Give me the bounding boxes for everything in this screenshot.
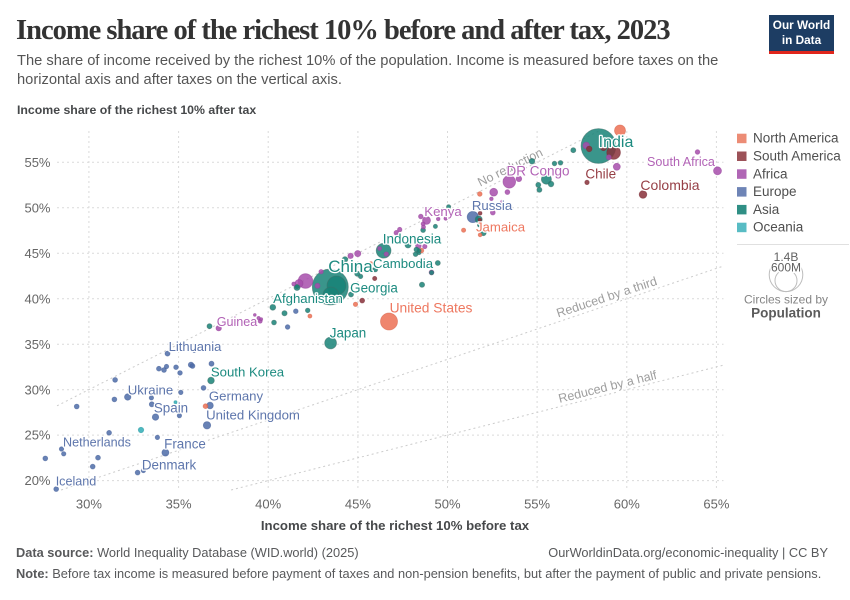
svg-text:DR Congo: DR Congo — [506, 164, 569, 179]
svg-text:Afghanistan: Afghanistan — [273, 291, 343, 306]
svg-text:Colombia: Colombia — [640, 177, 699, 193]
svg-text:Germany: Germany — [209, 389, 264, 404]
svg-text:France: France — [164, 437, 206, 452]
svg-text:50%: 50% — [24, 200, 50, 215]
svg-text:40%: 40% — [24, 291, 50, 306]
svg-text:United States: United States — [390, 300, 473, 315]
svg-text:Ukraine: Ukraine — [128, 383, 173, 398]
svg-text:65%: 65% — [703, 497, 729, 512]
svg-text:Kenya: Kenya — [424, 204, 462, 219]
svg-text:Spain: Spain — [154, 401, 188, 416]
svg-text:Europe: Europe — [753, 184, 797, 199]
svg-text:Chile: Chile — [585, 167, 616, 182]
svg-text:South Africa: South Africa — [647, 155, 715, 169]
svg-text:Georgia: Georgia — [350, 281, 398, 296]
svg-text:45%: 45% — [345, 497, 371, 512]
svg-text:Reduced by a half: Reduced by a half — [557, 368, 659, 406]
svg-text:Reduced by a third: Reduced by a third — [555, 274, 659, 320]
svg-text:25%: 25% — [24, 428, 50, 443]
svg-text:30%: 30% — [76, 497, 102, 512]
svg-text:North America: North America — [753, 131, 839, 146]
svg-text:Cambodia: Cambodia — [373, 256, 434, 271]
svg-text:Jamaica: Jamaica — [476, 220, 526, 235]
svg-text:55%: 55% — [24, 155, 50, 170]
svg-text:Russia: Russia — [472, 198, 513, 213]
svg-text:Iceland: Iceland — [56, 474, 97, 488]
svg-text:South Korea: South Korea — [211, 365, 285, 380]
svg-text:55%: 55% — [524, 497, 550, 512]
svg-text:Oceania: Oceania — [753, 220, 804, 235]
svg-text:Japan: Japan — [330, 326, 366, 341]
svg-text:40%: 40% — [255, 497, 281, 512]
svg-text:Lithuania: Lithuania — [169, 339, 223, 354]
svg-text:Guinea: Guinea — [217, 315, 258, 329]
svg-text:United Kingdom: United Kingdom — [206, 408, 300, 423]
svg-text:Netherlands: Netherlands — [63, 435, 131, 449]
svg-text:Africa: Africa — [753, 166, 788, 181]
svg-text:60%: 60% — [614, 497, 640, 512]
svg-text:Denmark: Denmark — [142, 458, 197, 473]
svg-text:30%: 30% — [24, 382, 50, 397]
svg-text:Circles sized by: Circles sized by — [744, 293, 828, 307]
svg-text:China: China — [328, 257, 373, 276]
svg-text:600M: 600M — [771, 261, 801, 275]
svg-text:1.4B: 1.4B — [774, 250, 799, 264]
svg-text:Asia: Asia — [753, 202, 780, 217]
svg-text:20%: 20% — [24, 473, 50, 488]
svg-text:India: India — [599, 134, 634, 151]
svg-text:35%: 35% — [166, 497, 192, 512]
svg-text:Indonesia: Indonesia — [383, 232, 442, 247]
svg-text:45%: 45% — [24, 246, 50, 261]
svg-text:35%: 35% — [24, 337, 50, 352]
svg-text:Population: Population — [751, 306, 821, 321]
svg-text:50%: 50% — [434, 497, 460, 512]
svg-text:South America: South America — [753, 149, 841, 164]
